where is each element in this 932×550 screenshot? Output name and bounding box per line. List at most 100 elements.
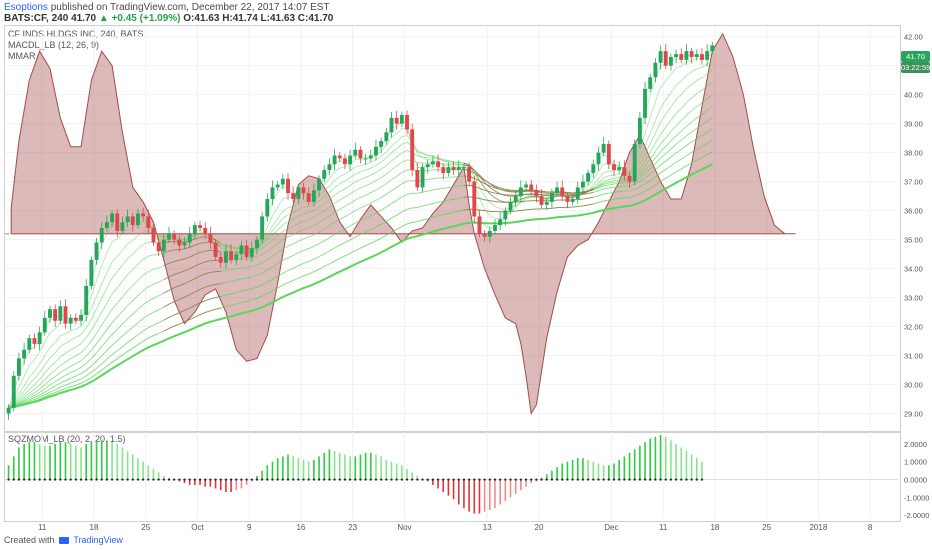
squeeze-dot — [380, 478, 383, 481]
momentum-pane[interactable] — [4, 431, 901, 522]
candle-body — [700, 54, 704, 60]
candle-body — [606, 143, 611, 165]
candle-body — [84, 285, 89, 315]
symbol-interval: BATS:CF, 240 — [4, 13, 69, 24]
candle-body — [560, 187, 565, 197]
ema-bear-line — [163, 249, 221, 267]
squeeze-dot — [183, 478, 186, 481]
squeeze-dot — [167, 478, 171, 481]
candle-body — [260, 216, 265, 240]
candle-body — [658, 51, 663, 63]
candle-body — [379, 141, 384, 147]
candle-body — [115, 213, 120, 231]
candle-body — [467, 167, 472, 182]
candle-body — [529, 184, 534, 191]
candle-body — [89, 259, 94, 286]
y-tick-label: 39.00 — [904, 120, 923, 129]
x-tick-label: 25 — [141, 523, 150, 532]
candle-body — [643, 88, 647, 118]
candle-body — [565, 196, 570, 202]
x-tick-label: 8 — [868, 523, 873, 532]
squeeze-dot — [317, 478, 321, 481]
squeeze-dot — [442, 478, 445, 481]
x-tick-label: 20 — [535, 523, 544, 532]
candle-body — [410, 129, 415, 171]
candle-body — [125, 216, 130, 223]
squeeze-dot — [173, 478, 176, 481]
countdown-tag: 03:22:59 — [901, 62, 931, 73]
squeeze-dot — [126, 478, 129, 481]
squeeze-dot — [33, 478, 36, 481]
author-link[interactable]: Esoptions — [4, 2, 48, 13]
squeeze-dot — [110, 478, 114, 481]
price-pane[interactable] — [4, 25, 901, 433]
macd-legend[interactable]: MACDL_LB (12, 26, 9) — [8, 40, 100, 50]
candle-body — [255, 239, 259, 249]
candle-body — [477, 216, 482, 234]
grid-lines — [5, 26, 898, 519]
ema-ribbon — [8, 49, 713, 409]
squeeze-dot — [43, 478, 46, 481]
ema-line — [8, 128, 713, 409]
squeeze-dot — [229, 478, 233, 481]
tradingview-link[interactable]: TradingView — [73, 535, 123, 545]
squeeze-dot — [209, 478, 212, 481]
momentum-tick-label: 0.0000 — [904, 476, 927, 485]
candle-body — [394, 117, 399, 124]
squeeze-dot — [69, 478, 72, 481]
squeeze-dot — [369, 478, 372, 481]
candle-body — [177, 239, 182, 246]
x-tick-label: 9 — [247, 523, 252, 532]
squeeze-dot — [659, 478, 662, 481]
candle-body — [389, 117, 394, 133]
squeeze-dot — [628, 478, 631, 481]
squeeze-dot — [488, 478, 491, 481]
candle-body — [306, 193, 311, 202]
candle-body — [275, 184, 280, 188]
squeeze-dot — [555, 478, 559, 481]
sqzmom-legend[interactable]: SQZMOM_LB (20, 2, 20, 1.5) — [8, 434, 126, 444]
ema-line — [8, 106, 713, 409]
squeeze-dot — [255, 478, 259, 481]
candle-body — [518, 187, 523, 197]
x-tick-label: 16 — [296, 523, 305, 532]
candle-body — [596, 152, 601, 165]
candle-body — [648, 77, 653, 89]
squeeze-dot — [162, 478, 165, 481]
candle-body — [586, 172, 591, 182]
squeeze-dot — [333, 478, 336, 481]
squeeze-dot — [638, 478, 641, 481]
squeeze-dot — [224, 478, 228, 481]
squeeze-dot — [152, 478, 155, 481]
squeeze-dot — [561, 478, 564, 481]
candle-body — [332, 155, 337, 165]
candle-body — [472, 181, 477, 217]
candle-body — [374, 146, 378, 156]
candle-body — [270, 187, 275, 200]
squeeze-dot — [680, 478, 683, 481]
y-tick-label: 35.00 — [904, 236, 923, 245]
mmar-legend[interactable]: MMAR — [8, 51, 36, 61]
candle-body — [668, 56, 673, 66]
squeeze-dot — [457, 478, 460, 481]
candle-body — [617, 167, 622, 171]
ema-line — [8, 163, 713, 409]
y-tick-label: 37.00 — [904, 178, 923, 187]
candle-body — [208, 233, 213, 243]
publish-info: Esoptions published on TradingView.com, … — [4, 2, 330, 13]
squeeze-dot — [364, 478, 367, 481]
candle-body — [591, 164, 596, 173]
ema-bear-line — [463, 175, 594, 194]
squeeze-dot — [426, 478, 429, 481]
squeeze-dot — [524, 478, 528, 481]
squeeze-dot — [514, 478, 517, 481]
candle-body — [420, 167, 425, 188]
squeeze-dot — [85, 478, 88, 481]
squeeze-dot — [312, 478, 315, 481]
squeeze-dot — [100, 478, 103, 481]
candle-body — [627, 175, 632, 182]
candle-body — [363, 158, 368, 160]
candle-body — [441, 167, 446, 173]
y-tick-label: 42.00 — [904, 33, 923, 42]
